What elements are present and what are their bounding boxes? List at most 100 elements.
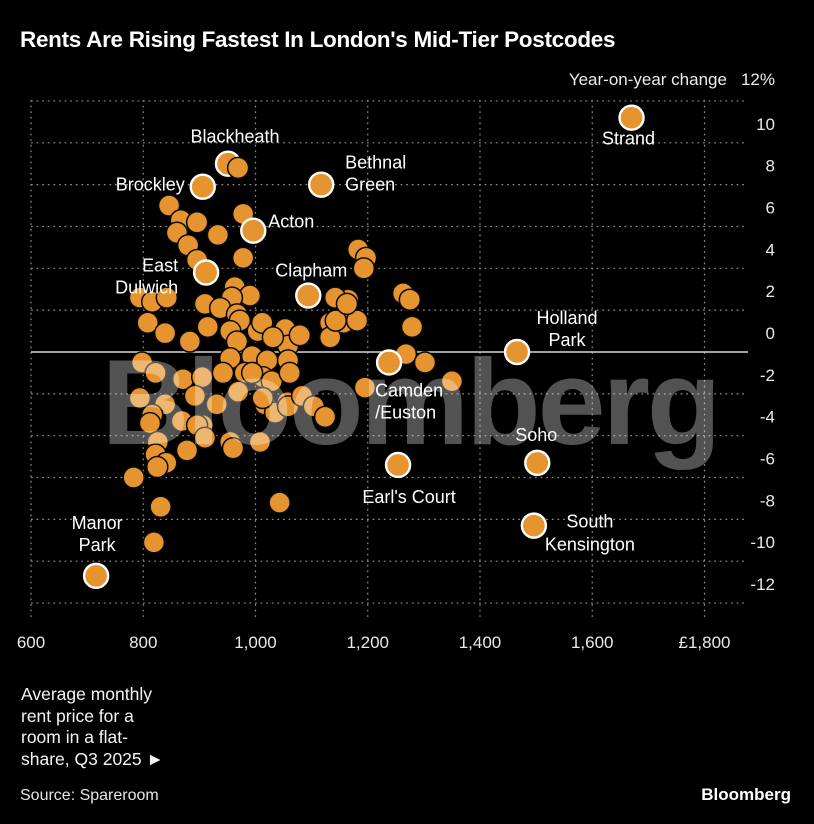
source-label: Source: Spareroom	[20, 787, 159, 804]
y-axis-header-label: Year-on-year change	[568, 70, 727, 89]
x-tick-label: 1,600	[571, 633, 614, 652]
x-tick-label: 600	[17, 633, 45, 652]
scatter-dot	[205, 393, 229, 416]
scatter-dot	[324, 309, 348, 332]
point-label: Green	[345, 175, 395, 195]
y-tick-label: -10	[750, 533, 775, 552]
scatter-dot	[142, 531, 166, 554]
footnote: Average monthly rent price for a room in…	[21, 684, 164, 770]
scatter-dot-labeled	[520, 512, 548, 539]
scatter-dot	[144, 361, 167, 385]
x-tick-label: 800	[129, 633, 157, 652]
footnote-line: room in a flat-	[21, 727, 128, 747]
scatter-dot	[183, 384, 207, 408]
footnote-line: rent price for a	[21, 705, 134, 726]
scatter-dot-labeled	[189, 173, 216, 200]
scatter-dot	[175, 439, 199, 462]
scatter-dot	[178, 330, 202, 353]
scatter-dot-labeled	[240, 217, 267, 244]
watermark-text: Bloomberg	[102, 334, 719, 470]
point-label: Strand	[602, 129, 655, 149]
scatter-dot	[261, 326, 285, 349]
scatter-dot	[128, 386, 152, 410]
point-label: East	[142, 256, 178, 276]
scatter-dot	[268, 491, 291, 514]
y-axis-top-tick: 12%	[740, 70, 775, 89]
y-tick-label: -4	[760, 408, 775, 427]
scatter-dot	[221, 436, 245, 460]
x-tick-label: £1,800	[679, 633, 731, 652]
y-tick-label: 0	[766, 324, 775, 343]
y-tick-label: 4	[766, 240, 775, 259]
y-tick-label: 8	[766, 157, 775, 176]
point-label: Bethnal	[345, 153, 406, 173]
point-label: Camden	[375, 380, 443, 400]
scatter-dot	[400, 315, 424, 339]
bloomberg-logo: Bloomberg	[701, 785, 791, 804]
y-tick-label: -2	[760, 366, 775, 385]
x-tick-label: 1,400	[459, 633, 502, 652]
scatter-dot	[146, 455, 169, 479]
scatter-dot	[440, 370, 464, 393]
scatter-dot	[335, 292, 359, 316]
point-label: Kensington	[545, 535, 635, 555]
scatter-dot-labeled	[503, 338, 531, 366]
x-tick-label: 1,000	[234, 633, 277, 652]
scatter-dot	[149, 495, 172, 519]
scatter-dot	[352, 257, 376, 280]
footnote-line: Average monthly	[21, 684, 153, 704]
x-tick-label: 1,200	[346, 633, 389, 652]
scatter-dot-labeled	[295, 282, 322, 309]
scatter-dot	[231, 246, 255, 270]
scatter-dot	[138, 411, 162, 435]
scatter-dot	[251, 386, 275, 410]
y-tick-label: 2	[766, 282, 775, 301]
point-label: Holland	[537, 308, 598, 328]
point-label: Earl's Court	[362, 487, 455, 507]
scatter-dot-labeled	[618, 104, 645, 131]
scatter-dot	[413, 351, 437, 374]
scatter-dot	[211, 361, 235, 385]
point-label: Acton	[268, 212, 314, 232]
point-label: Dulwich	[115, 278, 178, 298]
scatter-dot	[226, 156, 250, 180]
point-label: South	[566, 512, 613, 532]
scatter-dot-labeled	[524, 449, 551, 477]
y-tick-label: -6	[760, 450, 775, 469]
scatter-dot	[226, 380, 250, 403]
y-tick-label: -8	[760, 491, 775, 510]
scatter-dot	[353, 376, 377, 399]
y-tick-label: 6	[766, 198, 775, 217]
point-label: Brockley	[116, 175, 185, 195]
y-axis-header: Year-on-year change 12%	[569, 70, 775, 90]
point-label: Manor	[72, 513, 123, 533]
scatter-dot	[240, 361, 264, 385]
scatter-dot	[313, 405, 337, 429]
scatter-dot	[153, 321, 177, 345]
scatter-dot	[157, 194, 181, 217]
scatter-dot	[248, 430, 272, 454]
scatter-dot-labeled	[82, 562, 110, 590]
scatter-dot-labeled	[192, 259, 220, 286]
scatter-dot	[136, 311, 159, 334]
point-label: /Euston	[375, 402, 436, 422]
scatter-dot	[288, 324, 312, 347]
scatter-dot	[278, 361, 301, 385]
scatter-dot	[155, 286, 179, 309]
scatter-dot	[398, 288, 422, 311]
point-label: Park	[79, 535, 117, 555]
point-label: Park	[549, 330, 587, 350]
chart-title: Rents Are Rising Fastest In London's Mid…	[20, 27, 616, 52]
scatter-dot	[185, 211, 209, 234]
scatter-plot: 600 800 1,000 1,200 1,400 1,600 £1,800 10 8 6 4 2 0 -…	[17, 100, 775, 652]
scatter-dot	[122, 466, 145, 489]
scatter-dot	[196, 315, 220, 339]
point-label: Soho	[515, 425, 557, 445]
scatter-dot-labeled	[307, 171, 335, 198]
scatter-dot-labeled	[384, 451, 412, 479]
point-label: Clapham	[275, 261, 347, 281]
y-tick-label: -12	[750, 575, 775, 594]
scatter-dot-labeled	[375, 349, 403, 376]
scatter-dot	[206, 223, 230, 247]
